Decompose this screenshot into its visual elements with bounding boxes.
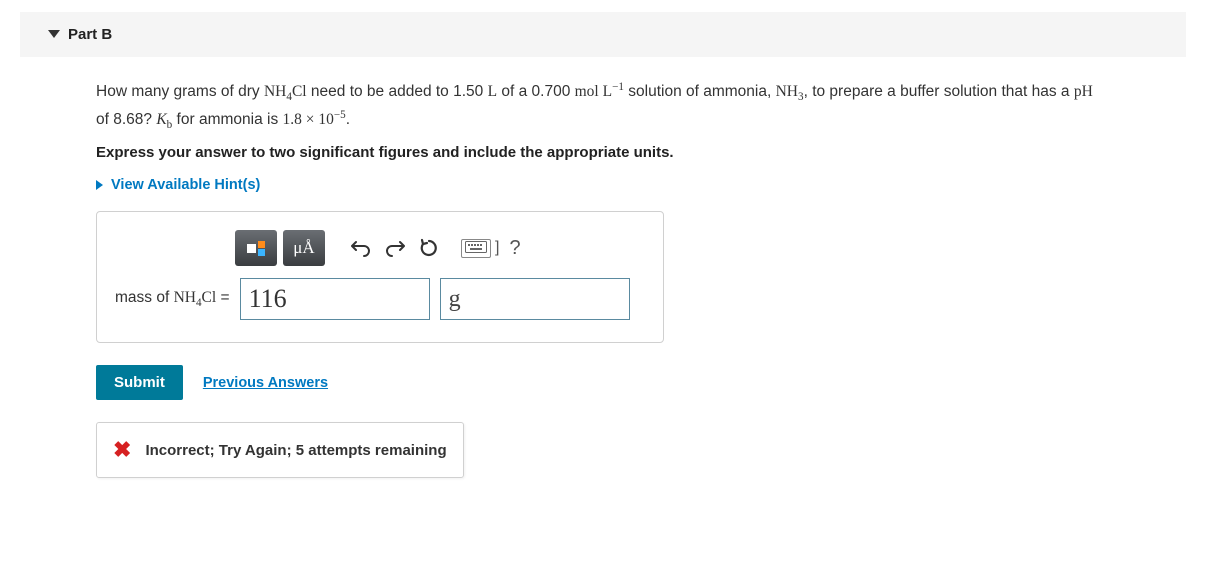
answer-label: mass of NH4Cl = xyxy=(115,289,230,309)
submit-button[interactable]: Submit xyxy=(96,365,183,400)
unit-input[interactable] xyxy=(440,278,630,320)
bracket-text: ] xyxy=(495,239,499,257)
reset-button[interactable] xyxy=(415,234,443,262)
units-icon-label: μÅ xyxy=(293,238,314,258)
previous-answers-link[interactable]: Previous Answers xyxy=(203,375,328,391)
answer-box: μÅ ] ? mass of N xyxy=(96,211,664,343)
redo-icon xyxy=(385,239,405,257)
feedback-message: Incorrect; Try Again; 5 attempts remaini… xyxy=(145,442,446,459)
units-button[interactable]: μÅ xyxy=(283,230,325,266)
instruction-text: Express your answer to two significant f… xyxy=(96,144,1100,161)
value-input[interactable] xyxy=(240,278,430,320)
question-text: How many grams of dry NH4Cl need to be a… xyxy=(96,79,1100,134)
reset-icon xyxy=(419,238,439,258)
keyboard-icon xyxy=(465,241,487,253)
template-picker-button[interactable] xyxy=(235,230,277,266)
feedback-box: ✖ Incorrect; Try Again; 5 attempts remai… xyxy=(96,422,464,478)
help-button[interactable]: ? xyxy=(505,237,524,260)
answer-row: mass of NH4Cl = xyxy=(115,278,645,320)
button-row: Submit Previous Answers xyxy=(96,365,1100,400)
keyboard-button[interactable] xyxy=(461,239,491,258)
undo-button[interactable] xyxy=(347,234,375,262)
hints-label: View Available Hint(s) xyxy=(111,177,260,193)
undo-icon xyxy=(351,239,371,257)
view-hints-toggle[interactable]: View Available Hint(s) xyxy=(96,177,1100,193)
equation-toolbar: μÅ ] ? xyxy=(235,230,645,266)
collapse-triangle-icon xyxy=(48,30,60,38)
part-title: Part B xyxy=(68,26,112,43)
part-header[interactable]: Part B xyxy=(20,12,1186,57)
fraction-icon xyxy=(247,241,265,256)
incorrect-icon: ✖ xyxy=(113,437,131,463)
content-area: How many grams of dry NH4Cl need to be a… xyxy=(0,57,1100,478)
chevron-right-icon xyxy=(96,180,103,190)
redo-button[interactable] xyxy=(381,234,409,262)
